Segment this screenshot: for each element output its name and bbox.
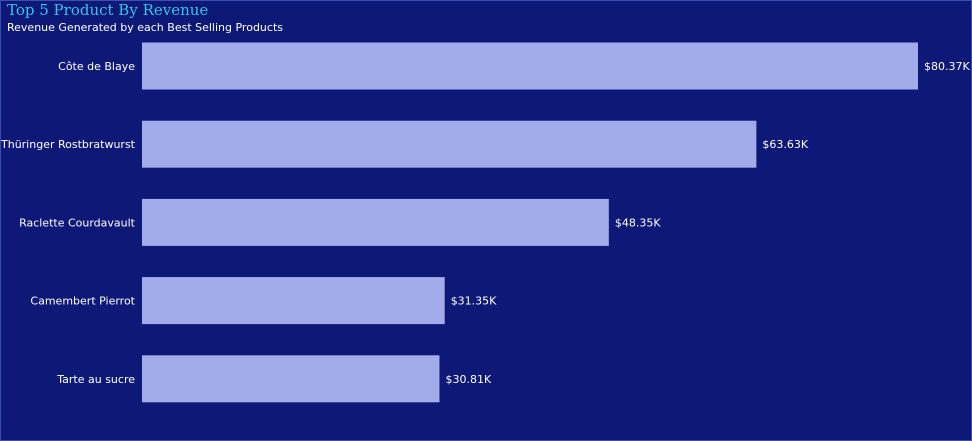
category-label-1: Thüringer Rostbratwurst — [1, 138, 136, 151]
value-label-3: $31.35K — [451, 295, 497, 308]
value-label-0: $80.37K — [924, 60, 970, 73]
category-label-0: Côte de Blaye — [58, 60, 135, 73]
bar-1[interactable] — [142, 120, 757, 168]
category-label-4: Tarte au sucre — [56, 373, 135, 386]
bar-4[interactable] — [142, 355, 440, 403]
value-label-2: $48.35K — [615, 216, 661, 229]
value-label-4: $30.81K — [445, 373, 491, 386]
bar-0[interactable] — [142, 42, 918, 90]
bar-2[interactable] — [142, 198, 609, 246]
chart-subtitle: Revenue Generated by each Best Selling P… — [7, 21, 283, 34]
category-label-2: Raclette Courdavault — [19, 216, 136, 229]
bar-3[interactable] — [142, 277, 445, 325]
value-label-1: $63.63K — [762, 138, 808, 151]
category-label-3: Camembert Pierrot — [30, 295, 135, 308]
chart-title: Top 5 Product By Revenue — [7, 1, 209, 19]
